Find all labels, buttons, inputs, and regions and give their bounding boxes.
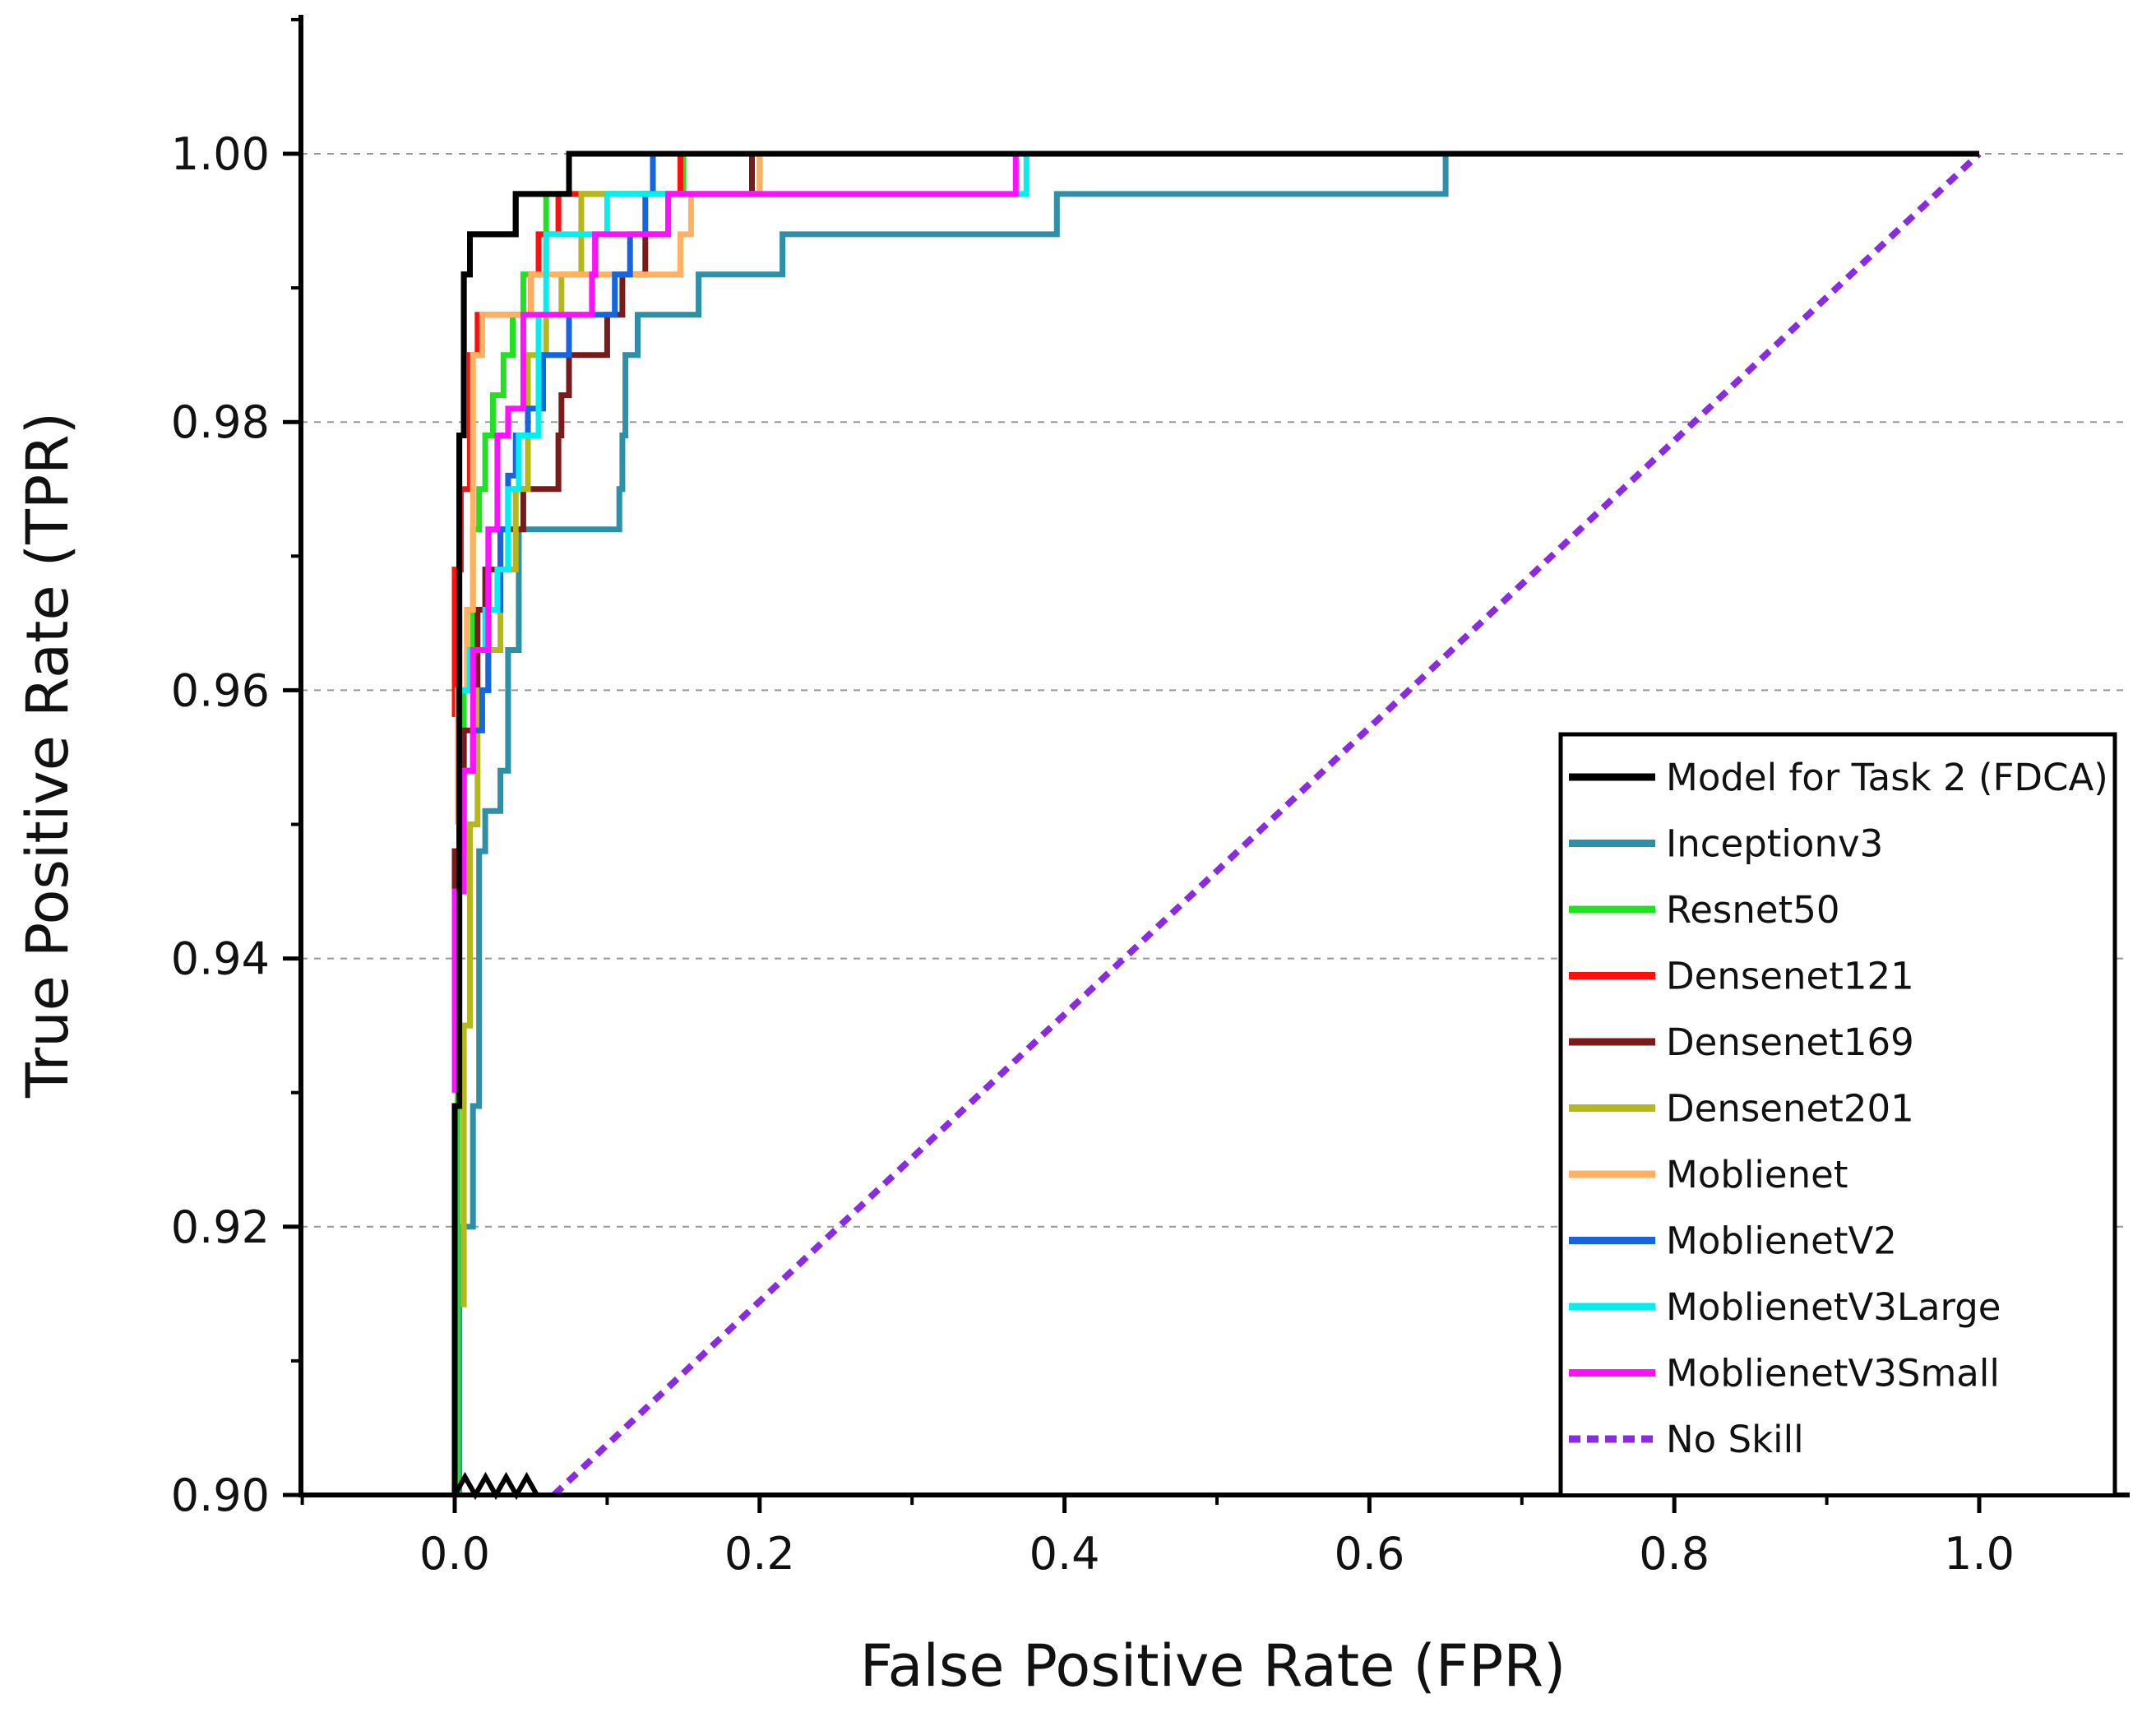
series-line-4 [451,154,755,892]
legend-label-2: Resnet50 [1666,888,1840,932]
y-axis-title: True Positive Rate (TPR) [14,412,81,1099]
legend-label-5: Densenet201 [1666,1087,1914,1131]
legend-label-1: Inceptionv3 [1666,822,1883,866]
x-tick-label-5: 1.0 [1944,1528,2015,1580]
x-tick-label-2: 0.4 [1029,1528,1100,1580]
legend-label-10: No Skill [1666,1418,1804,1461]
tick-labels: 0.0 0.2 0.4 0.6 0.8 1.0 0.90 0.92 0.94 0.96 0.98 1.… [171,17,2015,1580]
series-line-0-top [451,150,1979,1495]
legend: Model for Task 2 (FDCA) Inceptionv3 Resnet… [1558,732,2117,1497]
legend-label-8: MoblienetV3Large [1666,1285,2001,1329]
x-tick-label-1: 0.2 [724,1528,795,1580]
legend-label-6: Moblienet [1666,1153,1848,1196]
legend-box [1558,732,2117,1497]
series-line-9 [451,154,1019,1093]
legend-label-4: Densenet169 [1666,1020,1914,1064]
y-tick-label-3: 0.96 [171,664,270,716]
y-tick-label-4: 0.98 [171,396,270,448]
x-axis-title: False Positive Rate (FPR) [860,1632,1566,1700]
series-line-1 [456,150,1979,1495]
x-tick-label-3: 0.6 [1334,1528,1404,1580]
series-lines [451,150,1982,1495]
legend-label-7: MoblienetV2 [1666,1219,1897,1263]
series-line-10 [551,151,1982,1495]
legend-label-0: Model for Task 2 (FDCA) [1666,756,2108,799]
series-line-6 [455,154,763,825]
x-tick-label-4: 0.8 [1639,1528,1710,1580]
legend-label-3: Densenet121 [1666,955,1914,998]
y-tick-label-5: 1.00 [171,128,270,180]
axis-break-marker [452,1471,539,1501]
x-tick-label-0: 0.0 [419,1528,490,1580]
series-line-8 [456,154,1029,852]
y-tick-label-2: 0.94 [171,933,270,985]
y-tick-label-0: 0.90 [171,1469,270,1521]
legend-label-9: MoblienetV3Small [1666,1352,2000,1395]
y-tick-label-1: 0.92 [171,1201,270,1253]
